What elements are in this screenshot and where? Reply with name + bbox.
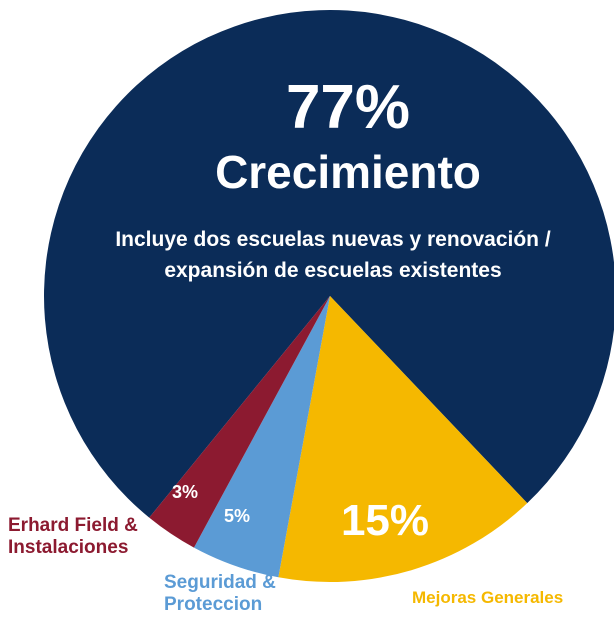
value-label: 15%: [340, 496, 430, 545]
pie-slice: [278, 296, 528, 582]
annotation: Incluye dos escuelas nuevas y renovación…: [115, 228, 551, 282]
slice-label: Seguridad & Proteccion: [164, 572, 276, 615]
slice-label: Erhard Field & Instalaciones: [8, 515, 138, 558]
pie-slice: [193, 296, 330, 578]
pie-slice: [44, 10, 614, 518]
value-label: 5%: [223, 506, 250, 526]
value-label: 77%: [285, 73, 411, 142]
value-label: 3%: [171, 482, 198, 502]
pie-slice: [149, 296, 330, 548]
slice-label: Crecimiento: [215, 146, 481, 198]
slice-label: Mejoras Generales: [412, 588, 564, 607]
